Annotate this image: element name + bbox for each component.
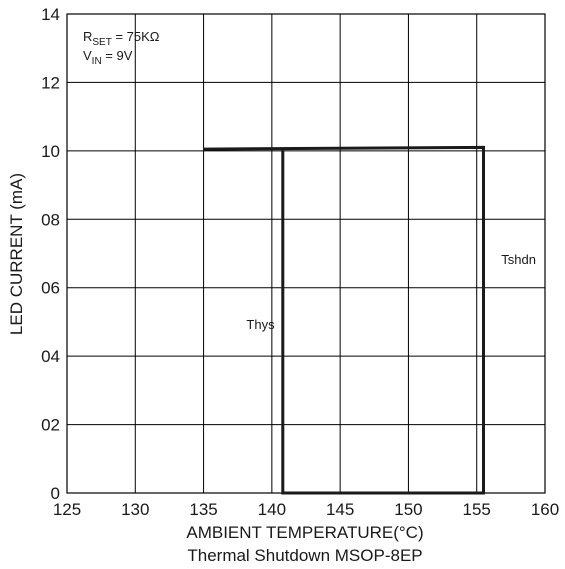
y-tick-label: 08 (41, 210, 60, 229)
x-tick-label: 145 (326, 500, 354, 519)
plot-frame (66, 13, 546, 494)
annotation-label: Thys (246, 317, 275, 332)
x-tick-label: 135 (189, 500, 217, 519)
condition-label: VIN = 9V (83, 48, 133, 67)
y-tick-label: 06 (41, 279, 60, 298)
y-axis-title: LED CURRENT (mA) (7, 173, 26, 335)
x-tick-label: 160 (531, 500, 559, 519)
x-tick-label: 140 (258, 500, 286, 519)
y-tick-label: 12 (41, 73, 60, 92)
grid-lines (66, 13, 546, 494)
x-tick-label: 150 (394, 500, 422, 519)
x-tick-label: 155 (463, 500, 491, 519)
y-tick-label: 04 (41, 347, 60, 366)
x-tick-label: 125 (53, 500, 81, 519)
chart-caption: Thermal Shutdown MSOP-8EP (187, 546, 422, 565)
y-tick-label: 02 (41, 416, 60, 435)
series-line (203, 145, 485, 495)
x-tick-label: 130 (121, 500, 149, 519)
x-axis-title: AMBIENT TEMPERATURE(°C) (186, 523, 423, 542)
annotation-label: Tshdn (501, 252, 536, 267)
annotations: Thys Tshdn (246, 252, 536, 332)
y-tick-label: 0 (51, 484, 60, 503)
y-tick-label: 10 (41, 142, 60, 161)
series-layer (203, 145, 485, 495)
y-tick-label: 14 (41, 5, 60, 24)
tick-labels: 125 130 135 140 145 150 155 160 0 02 04 06 08 10 12 14 (41, 5, 559, 519)
condition-label: RSET = 75KΩ (83, 29, 160, 48)
